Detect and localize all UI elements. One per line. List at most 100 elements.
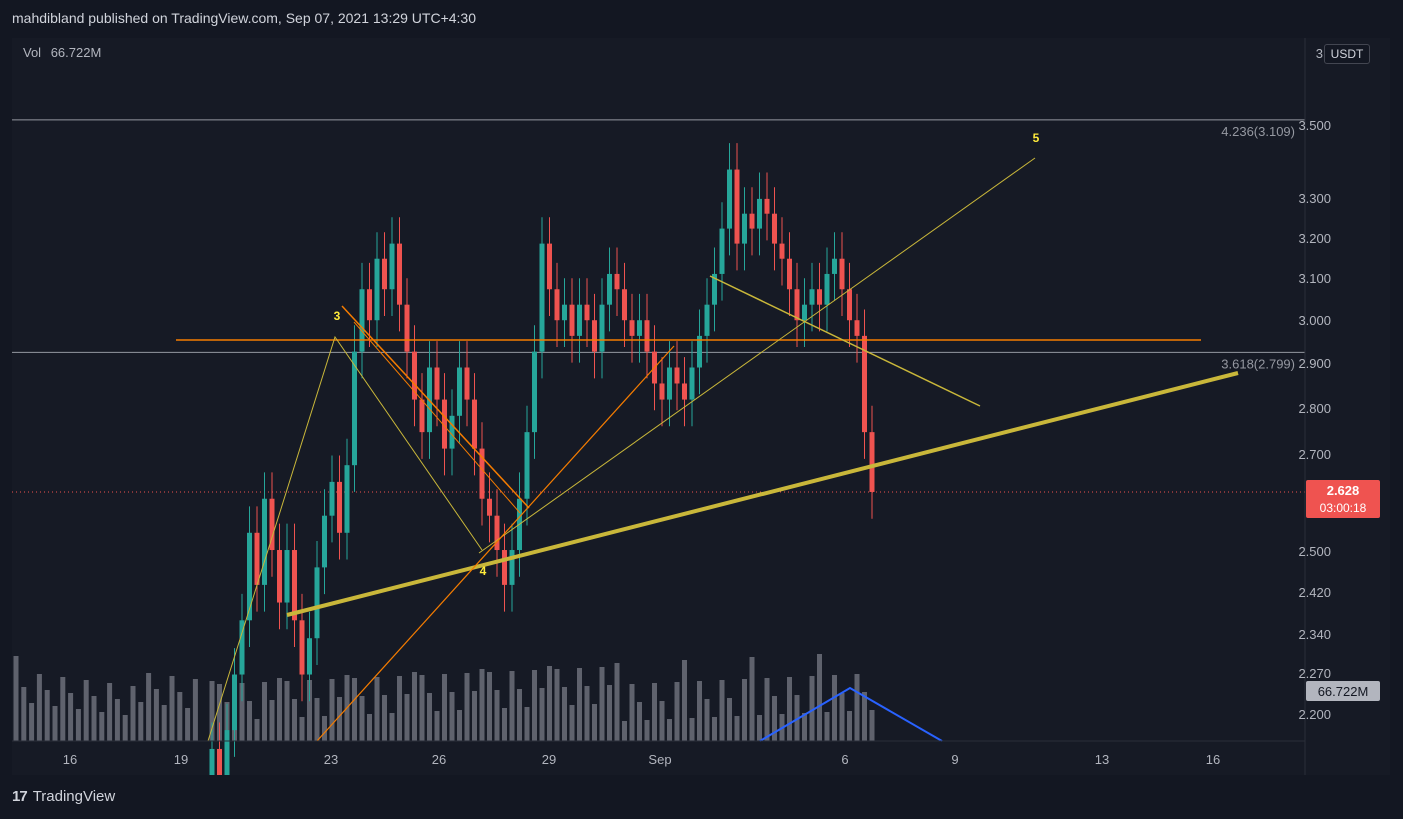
candle-body xyxy=(262,498,267,585)
volume-bar xyxy=(614,663,620,741)
current-price-value: 2.628 xyxy=(1327,483,1360,498)
wave-label-4: 4 xyxy=(480,564,487,578)
candle-body xyxy=(817,289,822,305)
wave-label-3: 3 xyxy=(334,309,341,323)
volume-bar xyxy=(404,694,410,741)
volume-bar xyxy=(802,713,807,741)
volume-bar xyxy=(554,669,560,741)
candle-body xyxy=(239,620,245,675)
volume-bar xyxy=(277,678,282,741)
candle-body xyxy=(607,273,612,305)
candle-body xyxy=(352,351,357,466)
candle-body xyxy=(457,367,462,416)
volume-bar xyxy=(427,693,432,741)
volume-bar xyxy=(764,678,770,741)
volume-bar xyxy=(299,717,305,741)
candle-body xyxy=(659,383,665,400)
volume-bar xyxy=(479,669,485,741)
volume-badge xyxy=(1306,681,1380,701)
candle-body xyxy=(254,532,260,585)
volume-bar xyxy=(592,704,597,741)
candle-body xyxy=(434,367,440,400)
candle-body xyxy=(599,304,605,352)
candle-body xyxy=(509,550,515,585)
volume-bar xyxy=(130,686,136,741)
volume-bar xyxy=(262,682,267,741)
candle-body xyxy=(667,367,672,400)
volume-bar xyxy=(161,705,167,741)
volume-bar xyxy=(682,660,687,741)
candle-body xyxy=(629,320,635,336)
volume-bar xyxy=(36,674,42,741)
volume-bar xyxy=(269,700,275,741)
volume-bar xyxy=(839,693,845,741)
volume-bar xyxy=(247,701,252,741)
candle-body xyxy=(209,748,215,775)
volume-bar xyxy=(539,688,545,741)
volume-bar xyxy=(644,720,650,741)
candle-body xyxy=(569,304,575,336)
candle-body xyxy=(749,213,755,229)
volume-bar xyxy=(91,696,97,741)
price-chart[interactable]: 4.618(3.300)4.236(3.109)3.618(2.799)2.61… xyxy=(12,38,1390,775)
currency-badge[interactable]: USDT xyxy=(1324,44,1370,64)
volume-bar xyxy=(824,712,830,741)
axes: 3.500 3.300 3.200 3.100 3.000 2.900 2.800 2.700… xyxy=(12,38,1380,775)
volume-bar xyxy=(322,716,327,741)
price-tick: 2.700 xyxy=(1298,447,1331,462)
candle-body xyxy=(674,367,680,384)
candle-body xyxy=(764,198,770,214)
volume-bar xyxy=(472,691,477,741)
volume-bar xyxy=(674,682,680,741)
price-tick: 2.200 xyxy=(1298,707,1331,722)
candle-body xyxy=(449,415,455,449)
volume-bar xyxy=(622,721,627,741)
volume-bar xyxy=(637,702,642,741)
brand-name: TradingView xyxy=(32,788,116,805)
channel-line-lower xyxy=(353,321,521,514)
volume-bar xyxy=(457,710,462,741)
price-tick: 2.500 xyxy=(1298,544,1331,559)
time-tick: 16 xyxy=(1206,752,1220,767)
candle-body xyxy=(727,169,732,229)
volume-bar xyxy=(337,697,342,741)
volume-bar xyxy=(146,673,152,741)
volume-bar xyxy=(502,708,507,741)
candle-body xyxy=(442,399,447,449)
volume-bar xyxy=(577,668,582,741)
volume-bar xyxy=(284,681,290,741)
volume-bar xyxy=(412,672,417,741)
candle-body xyxy=(824,273,830,305)
volume-bar xyxy=(307,680,312,741)
candle-body xyxy=(802,304,807,321)
candle-body xyxy=(697,335,702,368)
candle-body xyxy=(337,481,342,533)
candle-body xyxy=(622,289,627,321)
volume-bar xyxy=(772,696,777,741)
volume-bar xyxy=(138,702,144,741)
volume-bar xyxy=(397,676,402,741)
candle-body xyxy=(464,367,470,400)
drawings: 3 4 5 xyxy=(176,131,1239,742)
support-trendline xyxy=(286,371,1239,617)
volume-bar xyxy=(192,679,198,741)
price-tick: 2.420 xyxy=(1298,585,1331,600)
volume-bar xyxy=(869,710,875,741)
publish-attribution: mahdibland published on TradingView.com,… xyxy=(12,10,477,26)
volume-bar xyxy=(517,689,522,741)
wave-path xyxy=(207,335,483,742)
candle-body xyxy=(307,638,312,675)
volume-bar xyxy=(794,695,800,741)
footer-brand[interactable]: 17 TradingView xyxy=(12,788,115,805)
indicator-polyline xyxy=(759,686,943,742)
volume-bar xyxy=(359,696,365,741)
candle-body xyxy=(269,498,275,551)
volume-bar xyxy=(704,699,710,741)
candle-body xyxy=(809,289,815,305)
volume-bar xyxy=(509,671,515,741)
volume-bar xyxy=(254,719,260,741)
candle-body xyxy=(637,320,642,336)
candle-body xyxy=(502,550,507,585)
volume-indicator-label: Vol 66.722M xyxy=(23,45,101,60)
volume-bar xyxy=(697,681,702,741)
